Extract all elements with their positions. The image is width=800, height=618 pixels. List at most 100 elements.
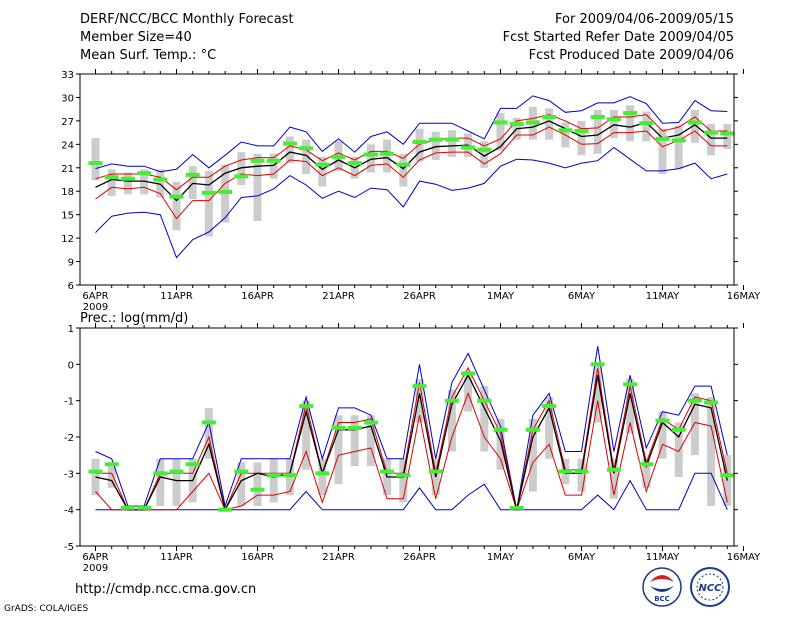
prec-spread-box-13 (302, 400, 311, 470)
prec-spread-box-25 (496, 418, 505, 470)
temp-ytick-label-1: 9 (68, 258, 74, 269)
temp-spread-box-30 (577, 120, 586, 156)
prec-spread-box-5 (172, 458, 181, 507)
temp-ytick-label-6: 24 (61, 140, 74, 151)
prec-xtick-label-4: 26APR (403, 552, 436, 563)
prec-spread-box-37 (690, 393, 699, 456)
prec-spread-box-27 (528, 418, 537, 492)
prec-observation-5 (169, 469, 184, 474)
prec-spread-box-20 (415, 378, 424, 423)
prec-observation-27 (525, 427, 540, 432)
temp-spread-box-12 (285, 136, 294, 164)
prec-xtick-label-3: 21APR (322, 552, 355, 563)
prec-observation-21 (428, 469, 443, 474)
temp-observation-19 (396, 162, 411, 167)
temp-xtick-label-2: 16APR (241, 291, 274, 302)
prec-observation-23 (461, 371, 476, 376)
prec-observation-22 (444, 398, 459, 403)
member-size-label: Member Size=40 (80, 30, 192, 45)
prec-observation-6 (185, 462, 200, 467)
temp-observation-17 (363, 152, 378, 157)
temp-observation-32 (606, 117, 621, 122)
prec-observation-15 (331, 425, 346, 430)
temp-min-line (95, 146, 728, 259)
temp-xtick-label-5: 1MAY (487, 291, 515, 302)
temp-ytick-label-4: 18 (61, 187, 74, 198)
prec-observation-31 (590, 362, 605, 367)
temp-observation-24 (477, 147, 492, 152)
temp-spread-box-21 (431, 131, 440, 160)
prec-observation-2 (120, 505, 135, 510)
source-url[interactable]: http://cmdp.ncc.cma.gov.cn (75, 582, 257, 597)
temp-ytick-label-3: 15 (61, 211, 74, 222)
prec-spread-box-24 (480, 386, 489, 452)
prec-observation-14 (315, 471, 330, 476)
prec-ytick-label-2: -3 (64, 469, 74, 480)
temp-ytick-label-2: 12 (61, 234, 74, 245)
temp-observation-21 (428, 137, 443, 142)
temp-spread-box-1 (107, 169, 116, 196)
temp-observation-26 (509, 122, 524, 127)
prec-observation-17 (363, 420, 378, 425)
temp-spread-box-37 (690, 109, 699, 143)
bcc-logo-text: BCC (654, 595, 670, 603)
prec-spread-box-4 (156, 458, 165, 507)
temp-spread-box-18 (383, 139, 392, 173)
temp-observation-30 (574, 129, 589, 134)
prec-spread-box-19 (399, 458, 408, 503)
ncc-logo-text: NCC (698, 583, 722, 594)
prec-xtick-label-8: 16MAY (727, 552, 761, 563)
temp-observation-36 (671, 138, 686, 143)
prec-ytick-label-3: -2 (64, 433, 74, 444)
temp-observation-25 (493, 120, 508, 125)
prec-observation-12 (282, 473, 297, 478)
temp-observation-13 (299, 146, 314, 151)
prec-ytick-label-1: -4 (64, 506, 74, 517)
temp-observation-37 (687, 120, 702, 125)
temp-spread-box-33 (626, 105, 635, 142)
prec-observation-24 (477, 398, 492, 403)
temp-plot-frame (79, 73, 735, 286)
temp-mean-line (95, 120, 728, 202)
temp-observation-34 (639, 121, 654, 126)
temp-spread-box-20 (415, 128, 424, 162)
prec-spread-box-30 (577, 458, 586, 492)
prec-observation-3 (137, 505, 152, 510)
temp-spread-box-3 (140, 169, 149, 195)
prec-spread-box-1 (107, 466, 116, 488)
temp-spread-box-14 (318, 156, 327, 187)
ncc-logo-ring (690, 567, 730, 607)
temp-plus-std-line (95, 114, 728, 191)
temp-spread-box-36 (674, 125, 683, 170)
temp-observation-2 (120, 176, 135, 181)
prec-xtick-label-7: 11MAY (646, 552, 680, 563)
temp-observation-35 (655, 136, 670, 141)
prec-observation-37 (687, 398, 702, 403)
prec-spread-box-22 (447, 389, 456, 452)
temp-spread-box-22 (447, 130, 456, 157)
prec-xtick-label-6: 6MAY (568, 552, 596, 563)
prec-observation-0 (88, 469, 103, 474)
prec-spread-box-10 (253, 462, 262, 507)
prec-ytick-label-4: -1 (64, 397, 74, 408)
prec-observation-20 (412, 384, 427, 389)
temp-xtick-label-8: 16MAY (727, 291, 761, 302)
temp-observation-5 (169, 194, 184, 199)
bcc-logo: BCC (642, 567, 682, 607)
temp-xtick-label-4: 26APR (403, 291, 436, 302)
prec-ytick-label-0: -5 (64, 542, 74, 553)
temp-xtick-label-0: 6APR (82, 291, 108, 302)
temp-observation-39 (720, 131, 735, 136)
prec-ytick-label-6: 1 (68, 324, 74, 335)
prec-observation-11 (266, 473, 281, 478)
ncc-logo-inner-ring (696, 573, 724, 601)
bcc-logo-blue-swirl (650, 586, 674, 592)
prec-spread-box-14 (318, 458, 327, 496)
prec-spread-box-23 (464, 371, 473, 412)
temp-observation-4 (153, 177, 168, 182)
prec-spread-box-0 (91, 458, 100, 496)
temp-observation-28 (542, 114, 557, 119)
prec-spread-box-34 (642, 458, 651, 488)
temp-ytick-label-5: 21 (61, 164, 74, 175)
